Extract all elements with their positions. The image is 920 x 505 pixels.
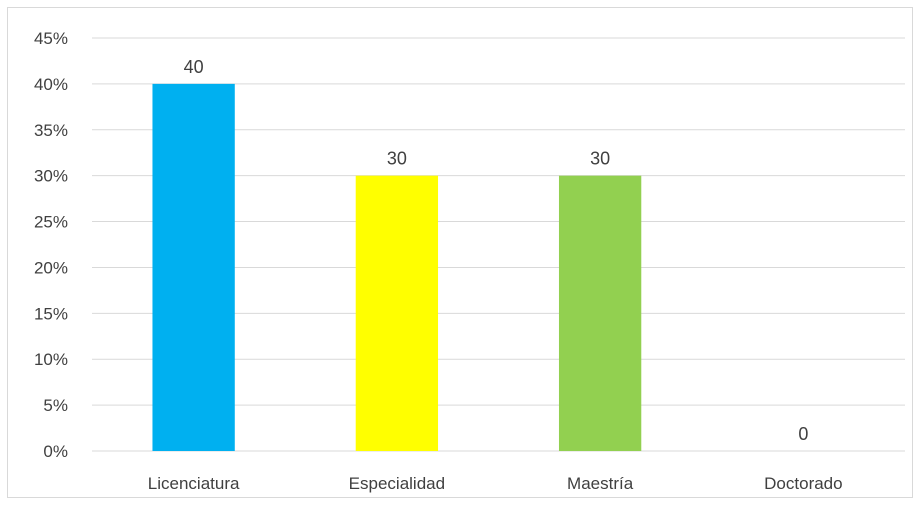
bars bbox=[152, 83, 642, 451]
y-tick-label-1: 5% bbox=[43, 396, 68, 415]
bar-1 bbox=[355, 175, 439, 451]
y-tick-label-6: 30% bbox=[34, 167, 68, 186]
category-label-0: Licenciatura bbox=[148, 474, 240, 493]
y-tick-label-9: 45% bbox=[34, 29, 68, 48]
category-label-1: Especialidad bbox=[349, 474, 445, 493]
category-label-3: Doctorado bbox=[764, 474, 842, 493]
category-label-2: Maestría bbox=[567, 474, 634, 493]
bar-0 bbox=[152, 83, 235, 451]
data-label-1: 30 bbox=[387, 149, 407, 169]
bar-2 bbox=[558, 175, 642, 451]
y-tick-label-0: 0% bbox=[43, 442, 68, 461]
y-axis-tick-labels: 0% 5% 10% 15% 20% 25% 30% 35% 40% 45% bbox=[34, 29, 68, 461]
x-axis-category-labels: Licenciatura Especialidad Maestría Doctorad… bbox=[148, 474, 843, 493]
y-tick-label-4: 20% bbox=[34, 258, 68, 277]
data-label-2: 30 bbox=[590, 149, 610, 169]
y-tick-label-5: 25% bbox=[34, 213, 68, 232]
y-tick-label-8: 40% bbox=[34, 75, 68, 94]
data-label-3: 0 bbox=[798, 424, 808, 444]
y-tick-label-3: 15% bbox=[34, 304, 68, 323]
y-tick-label-7: 35% bbox=[34, 121, 68, 140]
data-label-0: 40 bbox=[184, 57, 204, 77]
data-labels: 40 30 30 0 bbox=[184, 57, 809, 444]
y-tick-label-2: 10% bbox=[34, 350, 68, 369]
